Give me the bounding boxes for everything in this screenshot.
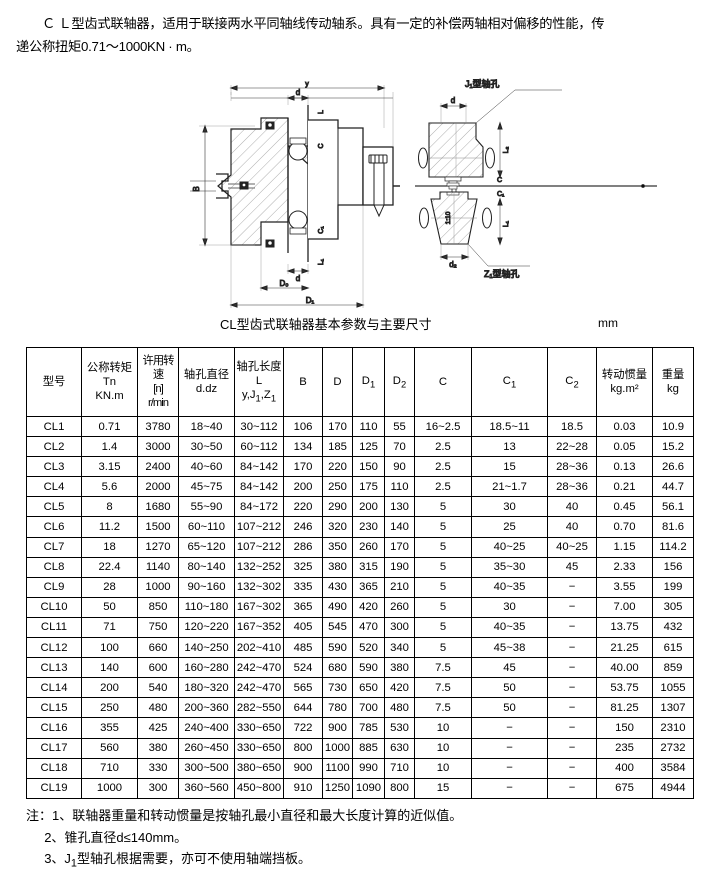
svg-text:C₁: C₁ (318, 226, 325, 234)
svg-text:D₀: D₀ (279, 279, 288, 288)
svg-text:L₁: L₁ (318, 258, 325, 265)
svg-text:d₂: d₂ (449, 260, 457, 269)
svg-text:1:10: 1:10 (445, 211, 452, 224)
svg-text:L₁: L₁ (503, 220, 510, 227)
svg-text:L₂: L₂ (503, 146, 510, 153)
svg-text:y: y (305, 81, 309, 88)
svg-text:C: C (318, 143, 325, 148)
svg-text:C: C (497, 177, 502, 184)
svg-text:C₁: C₁ (497, 191, 505, 198)
svg-text:Z₁型轴孔: Z₁型轴孔 (484, 268, 520, 279)
svg-text:d: d (296, 274, 300, 283)
svg-text:d: d (296, 88, 300, 97)
svg-text:B: B (192, 186, 201, 191)
svg-text:D₁: D₁ (306, 296, 315, 305)
svg-text:L: L (318, 110, 325, 114)
svg-text:J₁型轴孔: J₁型轴孔 (465, 78, 500, 89)
svg-text:d: d (451, 96, 455, 105)
